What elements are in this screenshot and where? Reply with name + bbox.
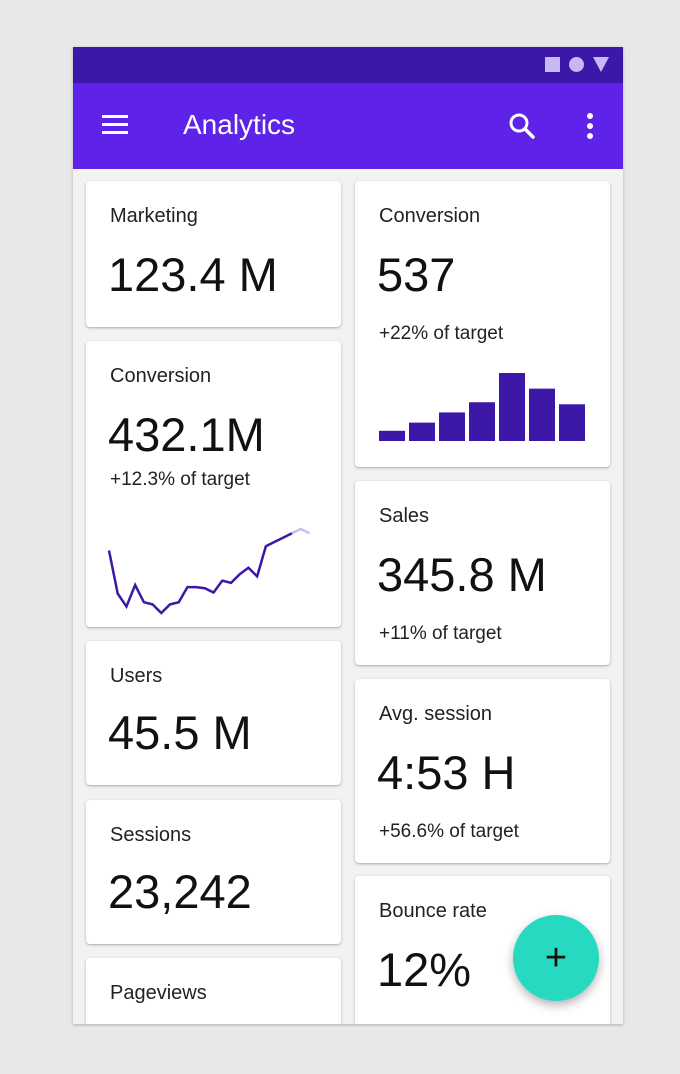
card-subtitle: +56.6% of target	[379, 821, 519, 842]
plus-icon: +	[544, 936, 568, 979]
app-bar: Analytics	[73, 83, 623, 169]
card-value: 537	[377, 248, 456, 301]
bar-5	[529, 388, 555, 441]
card-label: Sales	[379, 505, 430, 527]
card-value: 45.5 M	[108, 706, 252, 759]
conversion-bar-chart	[379, 373, 585, 441]
more-vert-icon[interactable]	[577, 109, 603, 143]
card-subtitle: +12.3% of target	[110, 469, 250, 490]
card-value: 432.1M	[108, 408, 265, 461]
card-label: Avg. session	[379, 703, 493, 725]
add-fab-button[interactable]: +	[513, 915, 599, 1001]
card-label: Conversion	[110, 365, 212, 387]
marketing-card[interactable]: Marketing 123.4 M	[86, 181, 341, 327]
status-triangle-icon	[593, 57, 609, 72]
status-circle-icon	[569, 57, 584, 72]
search-icon[interactable]	[505, 109, 539, 143]
card-subtitle: +22% of target	[379, 323, 504, 344]
sales-card[interactable]: Sales 345.8 M +11% of target	[355, 481, 610, 665]
avg-session-card[interactable]: Avg. session 4:53 H +56.6% of target	[355, 679, 610, 863]
bar-3	[469, 402, 495, 441]
card-label: Users	[110, 665, 163, 687]
card-value: 123.4 M	[108, 248, 278, 301]
bar-2	[439, 412, 465, 441]
card-label: Bounce rate	[379, 900, 487, 922]
phone-screen: Analytics Marketing 123.4 M Conversion 4…	[73, 47, 623, 1024]
card-value: 23,242	[108, 865, 252, 918]
bar-0	[379, 430, 405, 441]
series-line-tail	[291, 527, 310, 535]
conversion-line-card[interactable]: Conversion 432.1M +12.3% of target	[86, 341, 341, 627]
sessions-card[interactable]: Sessions 23,242	[86, 800, 341, 944]
pageviews-card[interactable]: Pageviews	[86, 958, 341, 1024]
card-subtitle: +11% of target	[379, 623, 502, 644]
card-value: 4:53 H	[377, 746, 516, 799]
menu-icon[interactable]	[99, 112, 129, 138]
conversion-line-chart	[107, 527, 310, 615]
card-label: Sessions	[110, 824, 192, 846]
status-bar	[73, 47, 623, 83]
conversion-bar-card[interactable]: Conversion 537 +22% of target	[355, 181, 610, 467]
series-line	[107, 532, 293, 615]
card-label: Pageviews	[110, 982, 207, 1004]
status-square-icon	[545, 57, 560, 72]
card-label: Conversion	[379, 205, 481, 227]
card-value: 345.8 M	[377, 548, 547, 601]
users-card[interactable]: Users 45.5 M	[86, 641, 341, 785]
card-label: Marketing	[110, 205, 198, 227]
bar-4	[499, 373, 525, 441]
bar-6	[559, 404, 585, 441]
page-title: Analytics	[183, 109, 296, 140]
card-value: 12%	[377, 943, 472, 996]
bar-1	[409, 422, 435, 441]
